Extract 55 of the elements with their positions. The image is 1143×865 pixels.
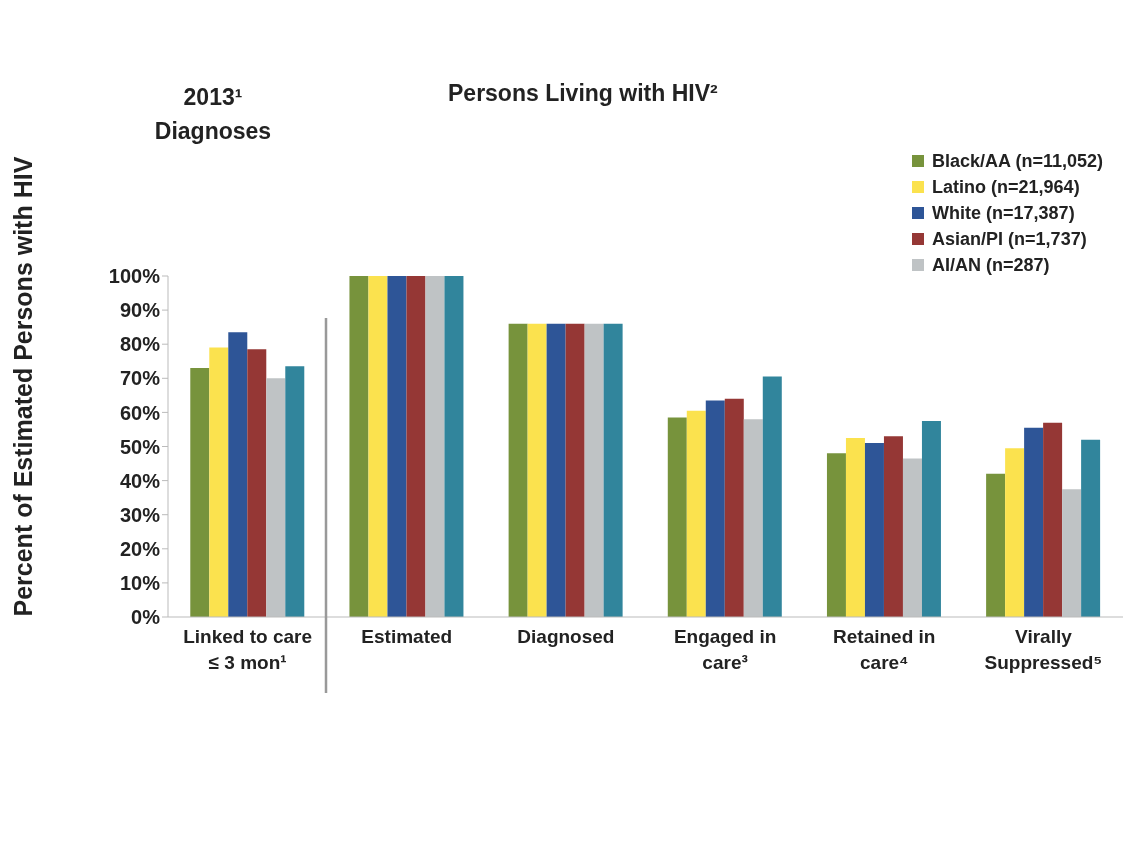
x-tick-label: Diagnosed bbox=[517, 626, 615, 647]
bar bbox=[667, 417, 687, 617]
bar bbox=[1024, 427, 1044, 617]
bar bbox=[406, 276, 426, 617]
bar bbox=[228, 332, 248, 617]
legend-label: Latino (n=21,964) bbox=[932, 176, 1080, 198]
y-tick-label: 80% bbox=[119, 333, 161, 356]
y-tick-label: 100% bbox=[108, 265, 161, 288]
bar bbox=[826, 453, 846, 617]
legend-label: Asian/PI (n=1,737) bbox=[932, 228, 1087, 250]
bar bbox=[285, 366, 305, 617]
bar bbox=[1043, 422, 1063, 617]
bar bbox=[190, 368, 210, 617]
bar bbox=[349, 276, 369, 617]
text: 2013¹ Diagnoses bbox=[153, 83, 273, 146]
y-tick-label: 30% bbox=[119, 503, 161, 526]
bar bbox=[209, 347, 229, 617]
chart-title: Persons Living with HIV² bbox=[448, 80, 718, 107]
x-tick-label: Estimated bbox=[361, 626, 453, 647]
y-tick-label: 10% bbox=[119, 572, 161, 594]
bar bbox=[444, 276, 464, 617]
y-axis-title: Percent of Estimated Persons with HIV bbox=[8, 156, 37, 617]
bar bbox=[247, 349, 267, 617]
y-tick-label: 20% bbox=[119, 537, 161, 560]
bar bbox=[864, 443, 884, 617]
legend-label: Black/AA (n=11,052) bbox=[932, 150, 1103, 172]
bar bbox=[1081, 439, 1101, 617]
bar bbox=[603, 323, 623, 617]
bar bbox=[986, 473, 1006, 617]
y-tick-label: 0% bbox=[131, 606, 161, 629]
bar bbox=[762, 376, 782, 617]
bar bbox=[546, 323, 566, 617]
bar bbox=[724, 398, 744, 617]
bar bbox=[705, 400, 725, 617]
x-tick-label: Engaged in care³ bbox=[673, 626, 777, 673]
bar bbox=[845, 437, 865, 617]
bar bbox=[921, 420, 941, 617]
x-tick-label: Retained in care⁴ bbox=[833, 626, 936, 673]
y-tick-label: 50% bbox=[119, 435, 161, 458]
bar bbox=[508, 323, 528, 617]
x-tick-label: Virally Suppressed⁵ bbox=[984, 626, 1103, 673]
y-tick-label: 90% bbox=[119, 299, 161, 322]
legend-label: AI/AN (n=287) bbox=[932, 254, 1050, 276]
bar bbox=[368, 276, 388, 617]
bar bbox=[686, 410, 706, 617]
x-tick-label: Linked to care ≤ 3 mon¹ bbox=[183, 626, 312, 673]
bar bbox=[1005, 448, 1025, 617]
y-tick-label: 70% bbox=[119, 367, 161, 390]
y-tick-label: 60% bbox=[119, 401, 161, 424]
bar bbox=[527, 323, 547, 617]
bar bbox=[565, 323, 585, 617]
y-tick-label: 40% bbox=[119, 469, 161, 492]
legend-label: White (n=17,387) bbox=[932, 202, 1075, 224]
bar bbox=[387, 276, 407, 617]
bar bbox=[883, 436, 903, 617]
